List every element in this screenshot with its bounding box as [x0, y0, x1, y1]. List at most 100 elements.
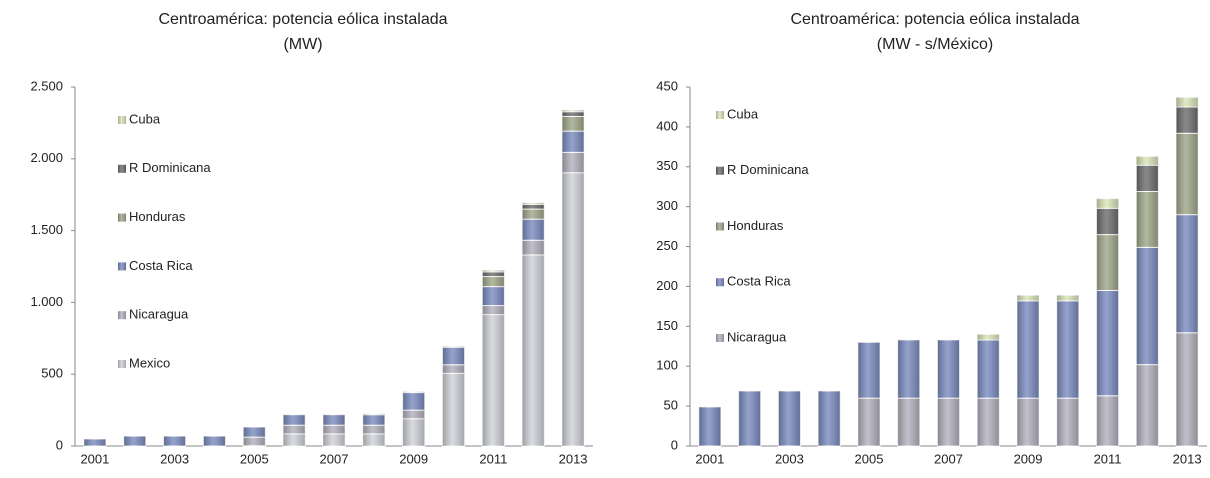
- x-tick-label: 2011: [479, 451, 507, 466]
- bar-shade: [897, 398, 920, 446]
- bar-segment-group: [738, 390, 762, 447]
- bar-segment-group: [1096, 395, 1120, 447]
- bar-segment-group: [481, 314, 505, 447]
- bar-shade: [1017, 398, 1040, 446]
- bar-shade: [1176, 133, 1199, 215]
- bar-shade: [203, 436, 226, 446]
- chart-title: Centroamérica: potencia eólica instalada: [158, 11, 447, 28]
- legend-swatch-shade: [716, 222, 724, 231]
- bar-shade: [283, 414, 306, 426]
- legend-label: Honduras: [727, 218, 784, 233]
- legend-label: Costa Rica: [727, 274, 791, 289]
- bar-segment-group: [242, 436, 266, 447]
- bar-segment-group: [481, 305, 505, 316]
- bar-shade: [977, 334, 1000, 340]
- bar-shade: [442, 364, 465, 374]
- bar-shade: [1017, 295, 1040, 301]
- bar-segment-group: [442, 364, 466, 374]
- bar-segment-group: [561, 151, 585, 174]
- bar-shade: [442, 347, 465, 365]
- bar-shade: [1176, 97, 1199, 107]
- bar-shade: [1136, 364, 1159, 446]
- x-tick-label: 2001: [80, 451, 109, 466]
- bar-segment-group: [442, 345, 466, 348]
- bar-segment-group: [481, 269, 505, 273]
- bar-segment-group: [322, 424, 346, 435]
- x-tick-label: 2005: [855, 451, 884, 466]
- x-tick-label: 2009: [399, 451, 428, 466]
- bar-shade: [402, 392, 425, 411]
- legend-swatch-shade: [118, 164, 126, 173]
- bar-shade: [562, 109, 585, 112]
- y-tick-label: 0: [56, 437, 63, 452]
- bar-segment-group: [1175, 214, 1199, 334]
- bar-segment-group: [1135, 246, 1159, 366]
- y-tick-label: 400: [656, 118, 678, 133]
- bar-shade: [1056, 300, 1079, 399]
- bar-shade: [1136, 165, 1159, 192]
- bar-shade: [522, 202, 545, 205]
- bar-shade: [243, 427, 266, 438]
- bar-shade: [1056, 398, 1079, 446]
- bar-segment-group: [402, 392, 426, 411]
- x-tick-label: 2013: [559, 451, 588, 466]
- bar-segment-group: [976, 339, 1000, 399]
- bar-shade: [562, 116, 585, 132]
- bar-shade: [362, 433, 385, 446]
- chart-subtitle: (MW - s/México): [877, 36, 993, 53]
- bar-shade: [482, 286, 505, 306]
- bar-segment-group: [123, 435, 147, 447]
- bar-shade: [323, 433, 345, 446]
- bar-shade: [482, 314, 505, 446]
- legend-swatch-shade: [118, 213, 126, 222]
- y-tick-label: 2.500: [30, 78, 63, 93]
- bar-segment-group: [521, 254, 545, 447]
- legend-swatch-shade: [118, 311, 126, 320]
- y-tick-label: 500: [41, 366, 63, 381]
- bar-segment-group: [242, 426, 266, 438]
- bar-segment-group: [561, 130, 585, 153]
- legend-label: Cuba: [727, 106, 759, 121]
- legend-label: Nicaragua: [129, 307, 189, 322]
- bar-segment-group: [976, 397, 1000, 447]
- bar-segment-group: [1175, 332, 1199, 447]
- x-tick-label: 2009: [1014, 451, 1043, 466]
- bar-segment-group: [1096, 234, 1120, 291]
- legend-label: Honduras: [129, 209, 186, 224]
- bar-segment-group: [1175, 132, 1199, 216]
- bar-shade: [857, 398, 880, 446]
- bar-shade: [362, 414, 385, 426]
- y-tick-label: 350: [656, 158, 678, 173]
- y-tick-label: 150: [656, 318, 678, 333]
- bar-segment-group: [442, 372, 466, 447]
- bar-shade: [1176, 214, 1199, 333]
- bar-shade: [482, 271, 505, 277]
- bar-segment-group: [282, 424, 306, 435]
- bar-segment-group: [282, 433, 306, 447]
- bar-segment-group: [1056, 300, 1080, 399]
- x-tick-label: 2003: [160, 451, 189, 466]
- legend-label: Mexico: [129, 355, 170, 370]
- bar-segment-group: [362, 424, 386, 435]
- bar-shade: [562, 131, 585, 153]
- bar-shade: [977, 339, 1000, 399]
- bar-shade: [1096, 234, 1119, 291]
- bar-segment-group: [481, 276, 505, 288]
- bar-shade: [442, 373, 465, 446]
- bar-shade: [323, 414, 345, 426]
- bar-shade: [1096, 198, 1119, 209]
- bar-shade: [402, 391, 425, 393]
- legend-label: Nicaragua: [727, 329, 787, 344]
- bar-segment-group: [481, 286, 505, 307]
- bar-shade: [83, 438, 106, 446]
- legend-swatch-shade: [118, 116, 126, 124]
- bar-shade: [818, 390, 841, 446]
- bar-shade: [522, 204, 545, 210]
- bar-segment-group: [1135, 364, 1159, 447]
- y-tick-label: 200: [656, 278, 678, 293]
- bar-segment-group: [322, 433, 346, 447]
- x-tick-label: 2005: [240, 451, 269, 466]
- bar-segment-group: [1096, 289, 1120, 397]
- bar-shade: [1096, 395, 1119, 446]
- bar-shade: [698, 406, 721, 446]
